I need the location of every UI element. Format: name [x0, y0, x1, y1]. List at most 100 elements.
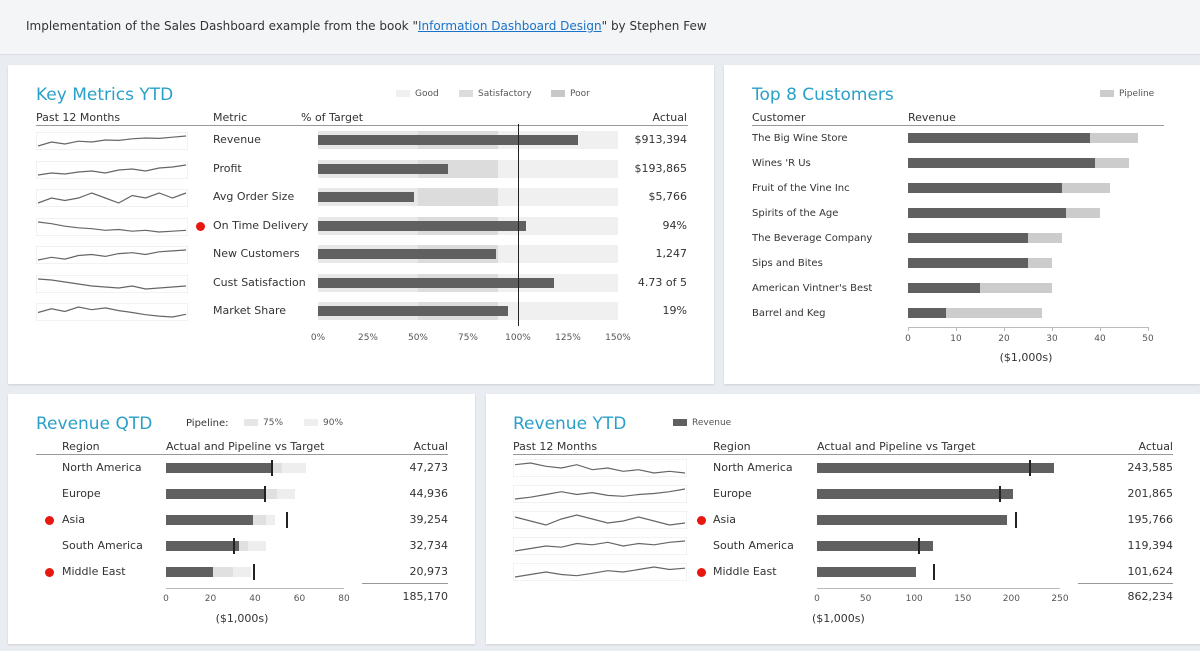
band-good: [498, 302, 618, 320]
actual-value: 243,585: [1127, 461, 1174, 474]
x-tick-label: 20: [998, 334, 1010, 344]
col-actual: Actual: [413, 440, 448, 453]
sparkline-cust-satisfaction: [36, 274, 188, 293]
top-customers-title: Top 8 Customers: [752, 85, 894, 105]
col-region: Region: [713, 440, 751, 453]
x-axis-unit: ($1,000s): [812, 612, 865, 625]
axis-line: [908, 327, 1148, 328]
alert-dot: [697, 516, 706, 525]
x-tick-label: 250: [1051, 594, 1069, 604]
x-tick-label: 0: [163, 594, 169, 604]
key-metrics-title: Key Metrics YTD: [36, 85, 174, 105]
actual-value: $5,766: [648, 190, 688, 203]
revenue-qtd-panel: Revenue QTD Pipeline: 75% 90% Region Act…: [8, 394, 475, 644]
x-tick-label: 100: [905, 594, 923, 604]
col-revenue: Revenue: [908, 111, 956, 124]
x-tick-label: 125%: [555, 333, 581, 343]
book-link[interactable]: Information Dashboard Design: [417, 19, 602, 33]
x-tick: [1148, 327, 1149, 331]
target-marker: [270, 460, 273, 476]
revenue-bar: [908, 258, 1028, 268]
revenue-bar: [908, 308, 947, 318]
col-chart: Actual and Pipeline vs Target: [817, 440, 976, 453]
x-tick-label: 60: [293, 594, 306, 604]
metric-label: Market Share: [213, 304, 287, 317]
target-marker: [932, 564, 935, 580]
actual-bar: [817, 515, 1008, 525]
legend-pipeline-75: 75%: [244, 417, 283, 430]
x-tick-label: 50: [1142, 334, 1154, 344]
customer-label: American Vintner's Best: [752, 283, 873, 294]
revenue-bar: [908, 208, 1067, 218]
target-marker: [998, 486, 1001, 502]
x-tick-label: 100%: [505, 333, 531, 343]
customer-label: Barrel and Keg: [752, 308, 826, 319]
legend-good: Good: [396, 88, 439, 101]
actual-value: 195,766: [1127, 513, 1174, 526]
x-tick-label: 75%: [457, 333, 478, 343]
legend-satisfactory: Satisfactory: [459, 88, 532, 101]
alert-dot: [45, 568, 54, 577]
total-rule: [362, 583, 448, 584]
x-tick-label: 80: [338, 594, 350, 604]
region-label: Middle East: [713, 565, 777, 578]
band-good: [498, 245, 618, 263]
header-rule: [752, 125, 1164, 126]
actual-bar: [817, 463, 1054, 473]
alert-dot: [697, 568, 706, 577]
customer-label: Sips and Bites: [752, 258, 823, 269]
sparkline-middle-east: [513, 563, 687, 581]
actual-bar: [166, 567, 213, 577]
metric-bar: [318, 277, 554, 288]
revenue-bar: [908, 283, 980, 293]
axis-line: [166, 588, 344, 589]
x-tick: [1004, 327, 1005, 331]
target-line: [518, 124, 519, 326]
key-metrics-panel: Key Metrics YTD Good Satisfactory Poor P…: [8, 65, 714, 384]
pipeline-legend-label: Pipeline:: [186, 418, 229, 429]
x-tick-label: 150: [954, 594, 972, 604]
x-tick-label: 20: [204, 594, 217, 604]
actual-bar: [817, 567, 916, 577]
axis-line: [817, 588, 1060, 589]
header-pre: Implementation of the Sales Dashboard ex…: [26, 19, 418, 33]
legend-revenue: Revenue: [673, 417, 731, 430]
total-value: 862,234: [1127, 590, 1174, 603]
actual-bar: [817, 489, 1014, 499]
x-tick-label: 50%: [407, 333, 428, 343]
customer-label: The Big Wine Store: [752, 133, 848, 144]
region-label: Middle East: [62, 565, 126, 578]
sparkline-profit: [36, 160, 188, 179]
x-tick-label: 25%: [357, 333, 378, 343]
target-marker: [286, 512, 289, 528]
actual-value: 19%: [662, 304, 687, 317]
x-tick-label: 40: [249, 594, 261, 604]
sparkline-south-america: [513, 537, 687, 555]
target-marker: [918, 538, 921, 554]
actual-bar: [166, 515, 254, 525]
region-label: South America: [62, 539, 143, 552]
header-post: " by Stephen Few: [601, 19, 707, 33]
actual-value: 20,973: [409, 565, 449, 578]
target-marker: [263, 486, 266, 502]
band-good: [498, 216, 618, 235]
revenue-bar: [908, 233, 1028, 243]
region-label: Asia: [62, 513, 86, 526]
metric-label: Revenue: [213, 133, 261, 146]
metric-bar: [318, 306, 508, 316]
pipeline-bar: [908, 308, 1043, 318]
x-tick-label: 50: [859, 594, 872, 604]
alert-dot: [196, 221, 205, 231]
revenue-ytd-panel: Revenue YTD Revenue Past 12 Months Regio…: [486, 394, 1200, 644]
x-tick-label: 0: [814, 594, 820, 604]
actual-bar: [817, 541, 934, 551]
sparkline-market-share: [36, 303, 188, 321]
metric-bar: [318, 220, 526, 231]
region-label: Asia: [713, 513, 737, 526]
x-tick-label: 40: [1094, 334, 1106, 344]
revenue-bar: [908, 133, 1091, 143]
col-actual: Actual: [1138, 440, 1173, 453]
col-past-12-months: Past 12 Months: [36, 111, 121, 124]
sparkline-on-time-delivery: [36, 217, 188, 236]
page-header: Implementation of the Sales Dashboard ex…: [0, 0, 1200, 55]
